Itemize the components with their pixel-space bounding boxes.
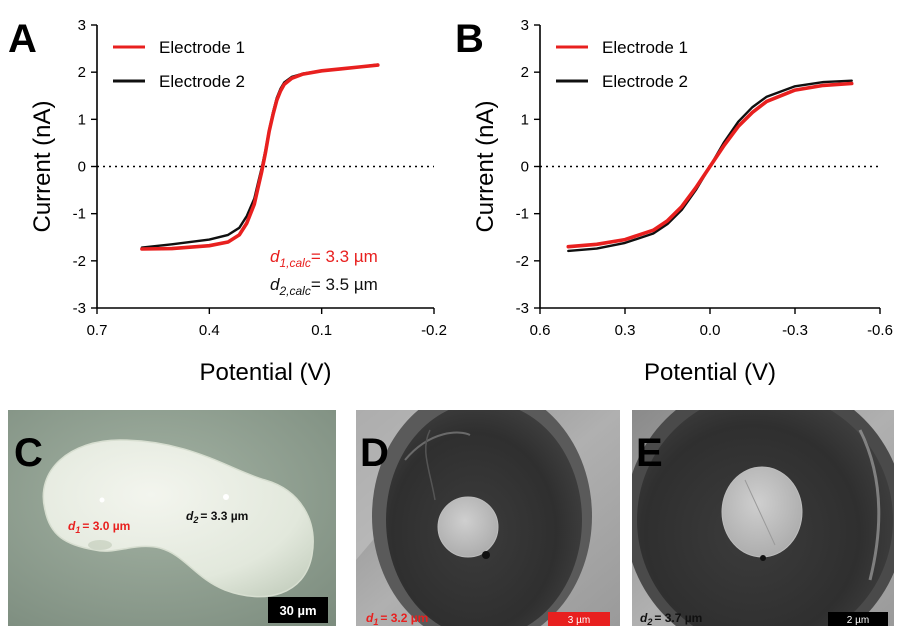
panel-letter-c: C bbox=[14, 431, 43, 475]
panel-e-scale-bar bbox=[828, 612, 888, 626]
panel-d-scale-bar bbox=[548, 612, 610, 626]
x-tick-label-a: 0.4 bbox=[199, 322, 220, 339]
series-line-a-electrode-1 bbox=[140, 63, 380, 251]
y-tick-label-a: -2 bbox=[73, 253, 86, 270]
y-axis-title-b: Current (nA) bbox=[472, 100, 499, 232]
y-tick-label-a: 0 bbox=[78, 159, 86, 176]
y-tick-label-a: -3 bbox=[73, 300, 86, 317]
panel-d-scale-label: 3 µm bbox=[568, 615, 590, 626]
panel-e-d2-label: d2 = 3.7 µm bbox=[640, 611, 702, 627]
y-axis-title-a: Current (nA) bbox=[29, 100, 56, 232]
y-tick-label-b: 3 bbox=[521, 17, 529, 34]
panel-c-d1-label: d1 = 3.0 µm bbox=[68, 519, 130, 535]
chart-a: 3 2 1 0 -1 -2 -30.7 0.4 0.1 -0.2 Potential (V) Curr… bbox=[29, 17, 447, 386]
x-axis-title-a: Potential (V) bbox=[199, 359, 331, 386]
x-tick-label-a: -0.2 bbox=[421, 322, 447, 339]
y-tick-label-a: 2 bbox=[78, 64, 86, 81]
legend-label-b-electrode-2: Electrode 2 bbox=[602, 72, 688, 91]
y-tick-label-b: -1 bbox=[516, 206, 529, 223]
panel-a: A 3 2 1 0 -1 -2 -30.7 0.4 0.1 -0.2 Potential (V) Cu… bbox=[8, 17, 447, 386]
panel-b: B 3 2 1 0 -1 -2 -30.6 0.3 0.0 -0.3 -0.6 Potential (… bbox=[455, 17, 893, 386]
d1-calc-label: d1,calc= 3.3 µm bbox=[270, 247, 378, 270]
series-line-b-electrode-1 bbox=[566, 81, 854, 249]
panel-d-d1-label: d1 = 3.2 µm bbox=[366, 611, 428, 627]
panel-letter-d: D bbox=[360, 431, 389, 475]
legend-label-b-electrode-1: Electrode 1 bbox=[602, 38, 688, 57]
y-tick-label-b: 1 bbox=[521, 111, 529, 128]
panel-d-image bbox=[356, 410, 620, 626]
panel-c-d2-label: d2 = 3.3 µm bbox=[186, 509, 248, 525]
x-tick-label-a: 0.7 bbox=[87, 322, 108, 339]
panel-c-image bbox=[8, 410, 336, 626]
y-tick-label-b: 2 bbox=[521, 64, 529, 81]
x-tick-label-b: 0.6 bbox=[530, 322, 551, 339]
chart-b: 3 2 1 0 -1 -2 -30.6 0.3 0.0 -0.3 -0.6 Potential (V)… bbox=[472, 17, 893, 386]
panel-c-scale-label: 30 µm bbox=[279, 603, 316, 618]
d2-calc-label: d2,calc= 3.5 µm bbox=[270, 275, 378, 298]
panel-e-image bbox=[632, 410, 894, 626]
x-tick-label-b: 0.0 bbox=[700, 322, 721, 339]
x-tick-label-b: 0.3 bbox=[615, 322, 636, 339]
x-tick-label-b: -0.3 bbox=[782, 322, 808, 339]
x-tick-label-b: -0.6 bbox=[867, 322, 893, 339]
panel-letter-a: A bbox=[8, 17, 37, 61]
panel-letter-e: E bbox=[636, 431, 663, 475]
y-tick-label-b: -3 bbox=[516, 300, 529, 317]
y-tick-label-b: 0 bbox=[521, 159, 529, 176]
legend-label-a-electrode-1: Electrode 1 bbox=[159, 38, 245, 57]
panel-letter-b: B bbox=[455, 17, 484, 61]
panel-e-scale-label: 2 µm bbox=[847, 615, 869, 626]
series-line-a-electrode-2 bbox=[140, 63, 379, 249]
x-tick-label-a: 0.1 bbox=[311, 322, 332, 339]
panel-c-scale-bar bbox=[268, 597, 328, 623]
legend-label-a-electrode-2: Electrode 2 bbox=[159, 72, 245, 91]
y-tick-label-a: 3 bbox=[78, 17, 86, 34]
y-tick-label-a: 1 bbox=[78, 111, 86, 128]
y-tick-label-a: -1 bbox=[73, 206, 86, 223]
x-axis-title-b: Potential (V) bbox=[644, 359, 776, 386]
y-tick-label-b: -2 bbox=[516, 253, 529, 270]
